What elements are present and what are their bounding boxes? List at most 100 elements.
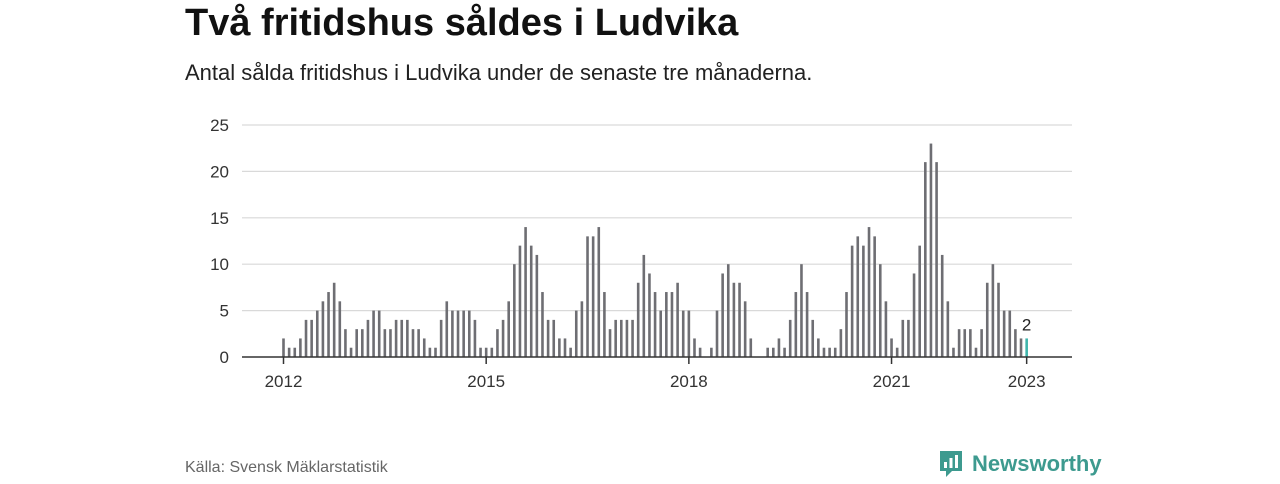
y-tick-label: 0 [220,348,229,367]
bar [946,301,950,357]
bar [648,273,651,357]
brand-name: Newsworthy [972,451,1102,476]
bar [529,245,533,357]
bar [935,162,938,357]
bar [541,292,544,357]
chart-title: Två fritidshus såldes i Ludvika [185,2,739,44]
bar [293,347,297,357]
x-tick-label: 2021 [873,372,911,391]
bar [749,338,753,357]
bar [417,329,420,357]
bar [811,319,815,357]
bar [642,254,646,357]
bar [479,347,482,357]
bar [974,347,978,357]
bar [400,319,404,357]
bar [586,236,589,357]
bar [788,319,792,357]
bar [563,338,567,357]
y-tick-label: 25 [210,116,229,135]
bar [783,347,786,357]
bar [912,273,916,357]
bar [839,329,843,357]
bar [338,301,342,357]
bar [895,347,899,357]
bar [490,347,494,357]
bar [434,347,437,357]
bar [687,310,691,357]
bar [726,264,730,357]
bar [282,338,285,357]
y-tick-label: 5 [220,302,229,321]
bar [676,282,679,357]
bar [608,329,612,357]
bar [535,254,539,357]
bar [366,319,370,357]
bar [456,310,460,357]
bar [445,301,449,357]
data-label: 2 [1022,315,1031,334]
bar [524,227,527,357]
bar [484,347,488,357]
bar [473,319,477,357]
bar [698,347,702,357]
bar [597,227,601,357]
bar [693,338,696,357]
bar [659,310,663,357]
bar [1019,338,1023,357]
x-tick-label: 2012 [265,372,303,391]
bar [884,301,888,357]
bar [406,319,409,357]
bar [428,347,432,357]
highlight-bar [1025,338,1028,357]
bar [411,329,415,357]
bar [907,319,910,357]
bar [929,143,933,357]
bar [321,301,325,357]
chart-subtitle: Antal sålda fritidshus i Ludvika under d… [185,60,813,85]
source-note: Källa: Svensk Mäklarstatistik [185,459,388,476]
bar [681,310,685,357]
bar [732,282,736,357]
bar [862,245,865,357]
bar [828,347,831,357]
bar [670,292,674,357]
bar [552,319,556,357]
bar [653,292,657,357]
bar [777,338,781,357]
bar [710,347,713,357]
bar [349,347,353,357]
bar [985,282,989,357]
y-tick-label: 10 [210,255,229,274]
bar [845,292,848,357]
bar [738,282,741,357]
bar [310,319,313,357]
bar [963,329,967,357]
bar [805,292,809,357]
bar [614,319,617,357]
bar [772,347,775,357]
bar [496,329,499,357]
bar [603,292,606,357]
bar [715,310,719,357]
bar [822,347,826,357]
bar [980,329,983,357]
x-tick-label: 2023 [1008,372,1046,391]
bar [997,282,1000,357]
bar [890,338,893,357]
bar [918,245,921,357]
bar [1002,310,1006,357]
bar-chart-speech-bubble-icon [938,449,964,479]
brand-logo: Newsworthy [938,449,1102,479]
y-tick-label: 15 [210,209,229,228]
bar [991,264,995,357]
bar [636,282,640,357]
bar [794,292,798,357]
y-tick-label: 20 [210,162,229,181]
bar [969,329,972,357]
bar [940,254,944,357]
bar [546,319,550,357]
bar [304,319,308,357]
bar [507,301,510,357]
bar [513,264,516,357]
